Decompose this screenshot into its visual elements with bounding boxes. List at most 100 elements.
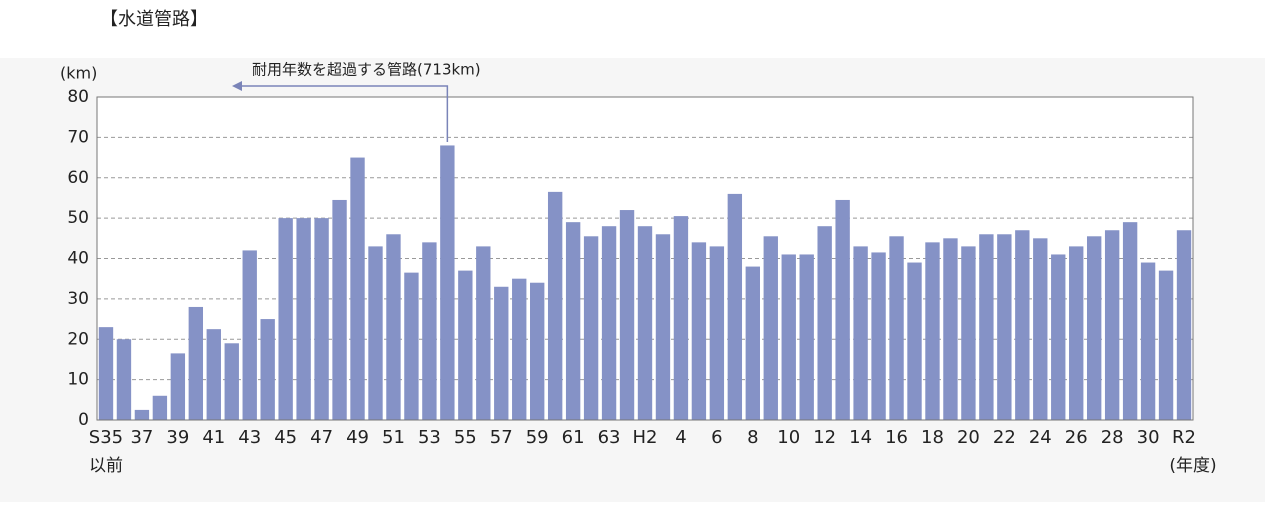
bar [943, 238, 958, 420]
x-tick-label: 55 [454, 427, 477, 448]
y-tick-label: 10 [67, 370, 89, 390]
arrow-head [232, 81, 242, 91]
bar [98, 327, 114, 420]
x-tick-label: 10 [777, 427, 800, 448]
x-tick-label: 41 [202, 427, 225, 448]
x-tick-label: 30 [1137, 427, 1160, 448]
bar [799, 254, 814, 420]
x-tick-label: 14 [849, 427, 872, 448]
annotation-arrow [240, 85, 449, 142]
bar [152, 395, 168, 420]
x-tick-label: 63 [598, 427, 621, 448]
x-tick-label: 6 [711, 427, 722, 448]
x-tick-label: H2 [633, 427, 658, 448]
bar [889, 236, 904, 420]
bar [170, 353, 186, 420]
bar [296, 218, 311, 420]
x-axis-label: (年度) [1169, 456, 1216, 476]
bar [835, 199, 850, 420]
bar [655, 234, 671, 420]
x-tick-label: R2 [1172, 427, 1196, 448]
bar [853, 246, 868, 420]
y-tick-label: 50 [67, 208, 89, 228]
bar [637, 226, 653, 420]
x-tick-label: 37 [130, 427, 153, 448]
y-axis-label: (km) [60, 64, 97, 83]
bar [494, 286, 509, 420]
bar [745, 266, 760, 420]
bar [404, 272, 419, 420]
x-tick-label: 4 [675, 427, 686, 448]
x-tick-label: 24 [1029, 427, 1052, 448]
bar [1176, 230, 1192, 420]
bar [547, 191, 563, 420]
bar [1069, 246, 1084, 420]
bar [1104, 230, 1120, 420]
bar [386, 234, 401, 420]
bar [727, 193, 743, 420]
bar [206, 329, 221, 420]
x-tick-label: 51 [382, 427, 405, 448]
x-tick-label: 59 [526, 427, 549, 448]
annotation: 耐用年数を超過する管路(713km) [252, 61, 481, 79]
bar [530, 282, 545, 420]
y-tick-label: 0 [78, 410, 89, 430]
bar [476, 246, 491, 420]
bar [512, 278, 527, 420]
bar [565, 222, 581, 420]
y-tick-label: 80 [67, 87, 89, 107]
x-tick-label: 8 [747, 427, 758, 448]
bar [817, 226, 832, 420]
y-tick-label: 40 [67, 249, 89, 269]
x-tick-label: 45 [274, 427, 297, 448]
bar [619, 210, 635, 420]
x-tick-label: 12 [813, 427, 836, 448]
bar [1140, 262, 1156, 420]
bar [188, 306, 204, 420]
bar [1051, 254, 1066, 420]
x-tick-label: 22 [993, 427, 1016, 448]
bar [134, 409, 150, 420]
y-tick-label: 20 [67, 329, 89, 349]
bar [1015, 230, 1030, 420]
x-tick-label: S35 [89, 427, 123, 448]
bar [1122, 222, 1138, 420]
x-tick-label: 53 [418, 427, 441, 448]
bar [979, 234, 994, 420]
x-tick-label: 39 [166, 427, 189, 448]
bar [961, 246, 976, 420]
x-tick-label: 26 [1065, 427, 1088, 448]
y-tick-label: 60 [67, 168, 89, 188]
x-tick-label: 16 [885, 427, 908, 448]
bar [458, 270, 473, 420]
bar [763, 236, 778, 420]
x-tick-label: 49 [346, 427, 369, 448]
bar [116, 339, 132, 420]
bar [242, 250, 257, 420]
bar [673, 216, 689, 420]
y-tick-label: 30 [67, 289, 89, 309]
bar [224, 343, 239, 420]
bar [1086, 236, 1102, 420]
bar [440, 145, 455, 420]
category-note: 以前 [89, 456, 123, 476]
bar [314, 218, 329, 420]
bar [601, 226, 617, 420]
bar [260, 319, 275, 420]
bar [1033, 238, 1048, 420]
bar [332, 199, 347, 420]
bar [709, 246, 725, 420]
bar [907, 262, 922, 420]
bar [368, 246, 383, 420]
y-tick-label: 70 [67, 127, 89, 147]
chart-title: 【水道管路】 [100, 9, 208, 30]
bar [925, 242, 940, 420]
x-tick-label: 47 [310, 427, 333, 448]
bar [781, 254, 796, 420]
x-tick-label: 28 [1101, 427, 1124, 448]
x-tick-label: 43 [238, 427, 261, 448]
bar [422, 242, 437, 420]
bar [350, 157, 365, 420]
x-tick-label: 57 [490, 427, 513, 448]
